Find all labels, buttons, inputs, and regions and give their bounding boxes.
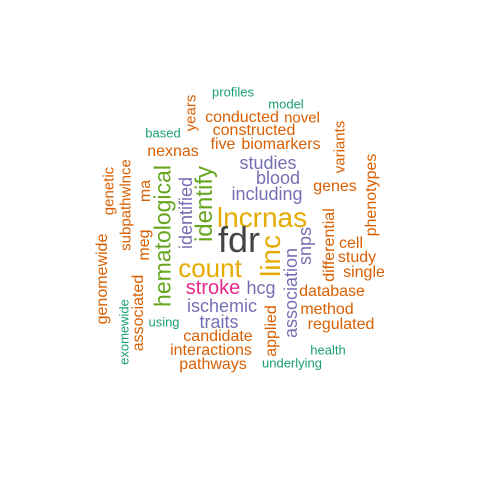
word-profiles: profiles	[212, 84, 254, 100]
word-variants: variants	[331, 120, 349, 174]
word-hcg: hcg	[246, 278, 276, 298]
word-five: five	[210, 136, 236, 153]
word-subpathwlnce: subpathwlnce	[117, 159, 135, 251]
word-interactions: interactions	[170, 342, 252, 359]
word-model: model	[268, 96, 304, 112]
word-cell: cell	[338, 235, 364, 252]
word-candidate: candidate	[183, 328, 253, 345]
word-genetic: genetic	[100, 166, 118, 216]
word-stroke: stroke	[185, 277, 241, 299]
word-novel: novel	[284, 109, 320, 127]
word-database: database	[299, 283, 365, 300]
word-genes: genes	[313, 178, 357, 195]
word-pathways: pathways	[179, 356, 247, 373]
word-phenotypes: phenotypes	[363, 153, 380, 237]
word-differential: differential	[321, 208, 338, 282]
word-traits: traits	[199, 312, 239, 332]
word-single: single	[343, 264, 385, 281]
word-lncrnas: lncrnas	[216, 202, 308, 233]
word-studies: studies	[239, 153, 297, 173]
word-identify: identify	[191, 165, 218, 243]
word-including: including	[231, 184, 303, 204]
word-genomewide: genomewide	[94, 233, 111, 325]
word-nexnas: nexnas	[147, 143, 199, 160]
word-health: health	[310, 342, 346, 358]
word-using: using	[148, 314, 180, 330]
word-linc: linc	[255, 234, 286, 278]
word-applied: applied	[263, 305, 280, 357]
word-ischemic: ischemic	[186, 296, 258, 316]
word-method: method	[300, 301, 354, 318]
word-years: years	[182, 94, 200, 132]
word-hematological: hematological	[149, 165, 176, 307]
word-conducted: conducted	[205, 109, 279, 126]
word-regulated: regulated	[307, 316, 375, 333]
word-underlying: underlying	[262, 355, 322, 371]
word-exomewide: exomewide	[116, 299, 132, 365]
word-based: based	[145, 125, 181, 141]
word-associated: associated	[130, 274, 147, 352]
word-count: count	[178, 253, 242, 283]
word-constructed: constructed	[212, 122, 296, 139]
word-fdr: fdr	[217, 219, 261, 260]
word-blood: blood	[255, 168, 301, 188]
word-biomarkers: biomarkers	[241, 136, 321, 153]
word-study: study	[337, 249, 377, 266]
